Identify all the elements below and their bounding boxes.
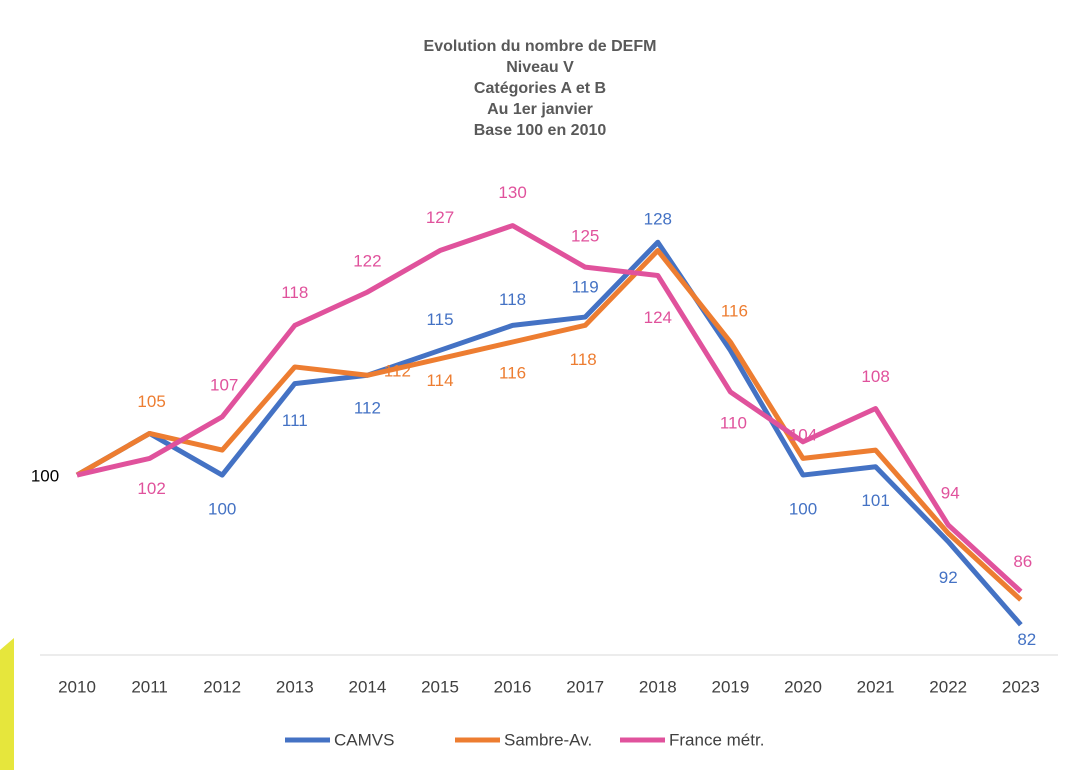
chart-title: Base 100 en 2010 [474, 122, 607, 139]
chart-title: Evolution du nombre de DEFM [424, 38, 657, 55]
data-label: 104 [789, 425, 817, 444]
data-label: 119 [572, 278, 599, 297]
decoration [0, 638, 14, 770]
data-label: 130 [498, 183, 526, 202]
data-label: 94 [941, 483, 960, 502]
x-tick-label: 2020 [784, 677, 822, 696]
data-label: 127 [426, 208, 454, 227]
data-label: 100 [31, 467, 59, 486]
data-label: 118 [281, 283, 308, 302]
chart-title: Au 1er janvier [487, 101, 593, 118]
legend-label: France métr. [669, 730, 764, 749]
x-tick-label: 2023 [1002, 677, 1040, 696]
data-label: 122 [353, 252, 381, 271]
x-tick-label: 2013 [276, 677, 314, 696]
data-label: 118 [499, 290, 526, 309]
x-tick-label: 2016 [494, 677, 532, 696]
legend-label: Sambre-Av. [504, 730, 592, 749]
data-label: 100 [789, 500, 817, 519]
data-label: 105 [137, 392, 165, 411]
data-label: 110 [720, 413, 747, 432]
data-label: 112 [384, 362, 411, 381]
data-label: 86 [1013, 552, 1032, 571]
data-label: 114 [426, 371, 453, 390]
x-tick-label: 2012 [203, 677, 241, 696]
x-tick-label: 2010 [58, 677, 96, 696]
data-label: 100 [208, 500, 236, 519]
data-label: 107 [210, 375, 238, 394]
data-label: 82 [1017, 630, 1036, 649]
data-label: 101 [861, 491, 889, 510]
data-label: 128 [644, 210, 672, 229]
data-label: 111 [282, 411, 308, 430]
legend-label: CAMVS [334, 730, 394, 749]
x-tick-label: 2015 [421, 677, 459, 696]
data-label: 124 [644, 308, 672, 327]
x-tick-label: 2018 [639, 677, 677, 696]
chart-title: Catégories A et B [474, 80, 606, 97]
x-tick-label: 2022 [929, 677, 967, 696]
data-label: 92 [939, 568, 958, 587]
x-tick-label: 2014 [348, 677, 386, 696]
x-tick-label: 2017 [566, 677, 604, 696]
data-label: 116 [499, 363, 526, 382]
series-line [76, 223, 1023, 594]
series-line [75, 248, 1023, 602]
chart-title: Niveau V [506, 59, 574, 76]
x-tick-label: 2019 [711, 677, 749, 696]
data-label: 125 [571, 227, 599, 246]
data-label: 115 [426, 310, 453, 329]
data-label: 118 [570, 350, 597, 369]
data-label: 102 [137, 479, 165, 498]
data-label: 108 [861, 367, 889, 386]
x-tick-label: 2011 [131, 677, 168, 696]
series-line [75, 239, 1023, 627]
x-tick-label: 2021 [857, 677, 895, 696]
data-label: 116 [721, 301, 748, 320]
data-label: 112 [354, 399, 381, 418]
